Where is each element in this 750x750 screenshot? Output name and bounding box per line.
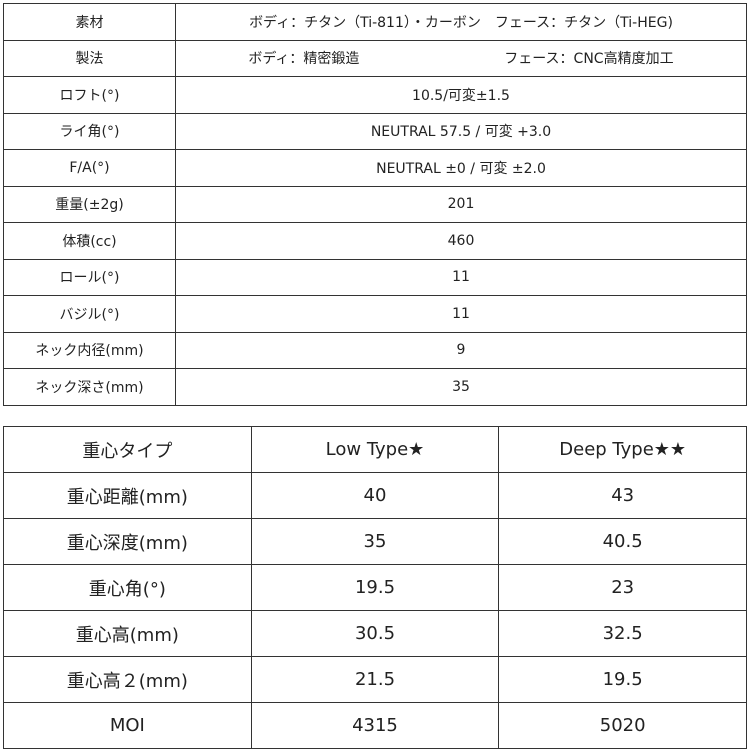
- table-row: 重心高(mm) 30.5 32.5: [3, 610, 747, 657]
- row-label: MOI: [3, 702, 252, 749]
- spec-label: 体積(cc): [3, 222, 176, 260]
- spec-value: 11: [175, 258, 747, 296]
- spec-row: F/A(°) NEUTRAL ±0 / 可変 ±2.0: [3, 149, 747, 187]
- spec-value: 460: [175, 222, 747, 260]
- spec-label: ネック内径(mm): [3, 331, 176, 369]
- cell-value: 19.5: [498, 656, 747, 703]
- spec-label: 製法: [3, 39, 176, 77]
- spec-value: NEUTRAL 57.5 / 可変 +3.0: [175, 112, 747, 150]
- spec-row: ロール(°) 11: [3, 258, 747, 296]
- spec-value: 10.5/可変±1.5: [175, 76, 747, 114]
- column-header: 重心タイプ: [3, 426, 252, 473]
- spec-value: ボディ：チタン（Ti-811）・カーボン フェース：チタン（Ti-HEG): [175, 3, 747, 41]
- spec-value-face: フェース：CNC高精度加工: [504, 51, 674, 68]
- table-row: 重心角(°) 19.5 23: [3, 564, 747, 611]
- cell-value: 23: [498, 564, 747, 611]
- spec-row: ネック内径(mm) 9: [3, 331, 747, 369]
- cell-value: 32.5: [498, 610, 747, 657]
- row-label: 重心高(mm): [3, 610, 252, 657]
- cell-value: 40: [250, 472, 500, 519]
- spec-value: ボディ：精密鍛造 フェース：CNC高精度加工: [175, 39, 747, 77]
- spec-label: ネック深さ(mm): [3, 368, 176, 406]
- spec-value: NEUTRAL ±0 / 可変 ±2.0: [175, 149, 747, 187]
- column-header: Deep Type★★: [498, 426, 747, 473]
- spec-row: バジル(°) 11: [3, 295, 747, 333]
- cell-value: 35: [250, 518, 500, 565]
- spec-label: ロール(°): [3, 258, 176, 296]
- spec-table: 素材 ボディ：チタン（Ti-811）・カーボン フェース：チタン（Ti-HEG) 製…: [3, 3, 747, 406]
- table-row: MOI 4315 5020: [3, 702, 747, 749]
- spec-label: 素材: [3, 3, 176, 41]
- spec-row: ライ角(°) NEUTRAL 57.5 / 可変 +3.0: [3, 112, 747, 150]
- spec-label: 重量(±2g): [3, 185, 176, 223]
- row-label: 重心深度(mm): [3, 518, 252, 565]
- cell-value: 21.5: [250, 656, 500, 703]
- spec-value-body: ボディ：精密鍛造: [248, 51, 360, 68]
- cell-value: 5020: [498, 702, 747, 749]
- cell-value: 4315: [250, 702, 500, 749]
- spec-row: 体積(cc) 460: [3, 222, 747, 260]
- spec-value: 11: [175, 295, 747, 333]
- spec-value: 9: [175, 331, 747, 369]
- spec-row: 製法 ボディ：精密鍛造 フェース：CNC高精度加工: [3, 39, 747, 77]
- table-row: 重心距離(mm) 40 43: [3, 472, 747, 519]
- cell-value: 19.5: [250, 564, 500, 611]
- cell-value: 43: [498, 472, 747, 519]
- row-label: 重心角(°): [3, 564, 252, 611]
- spec-row: ネック深さ(mm) 35: [3, 368, 747, 406]
- spec-row: 素材 ボディ：チタン（Ti-811）・カーボン フェース：チタン（Ti-HEG): [3, 3, 747, 41]
- center-of-gravity-table: 重心タイプ Low Type★ Deep Type★★ 重心距離(mm) 40 43 重心…: [3, 426, 747, 749]
- column-header: Low Type★: [250, 426, 500, 473]
- row-label: 重心距離(mm): [3, 472, 252, 519]
- spec-label: ライ角(°): [3, 112, 176, 150]
- spec-row: 重量(±2g) 201: [3, 185, 747, 223]
- header-row: 重心タイプ Low Type★ Deep Type★★: [3, 426, 747, 473]
- spec-label: ロフト(°): [3, 76, 176, 114]
- cell-value: 40.5: [498, 518, 747, 565]
- spec-row: ロフト(°) 10.5/可変±1.5: [3, 76, 747, 114]
- table-row: 重心深度(mm) 35 40.5: [3, 518, 747, 565]
- spec-value: 35: [175, 368, 747, 406]
- cell-value: 30.5: [250, 610, 500, 657]
- spec-value: 201: [175, 185, 747, 223]
- row-label: 重心高２(mm): [3, 656, 252, 703]
- spec-label: F/A(°): [3, 149, 176, 187]
- spec-label: バジル(°): [3, 295, 176, 333]
- table-row: 重心高２(mm) 21.5 19.5: [3, 656, 747, 703]
